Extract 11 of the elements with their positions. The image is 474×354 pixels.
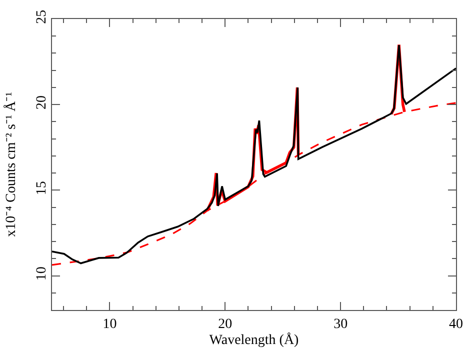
x-axis-title: Wavelength (Å) (209, 332, 300, 348)
y-tick-label: 20 (34, 95, 50, 110)
x-tick-label: 20 (218, 316, 232, 332)
x-tick-label: 10 (102, 316, 117, 332)
y-tick-label: 10 (34, 266, 50, 281)
y-axis-title: x10⁻⁴ Counts cm⁻² s⁻¹ Å⁻¹ (3, 92, 19, 237)
x-tick-label: 40 (449, 316, 463, 332)
y-tick-label: 25 (34, 10, 50, 24)
line-series (52, 44, 456, 264)
x-tick-label: 30 (334, 316, 348, 332)
y-tick-label: 15 (34, 181, 50, 196)
